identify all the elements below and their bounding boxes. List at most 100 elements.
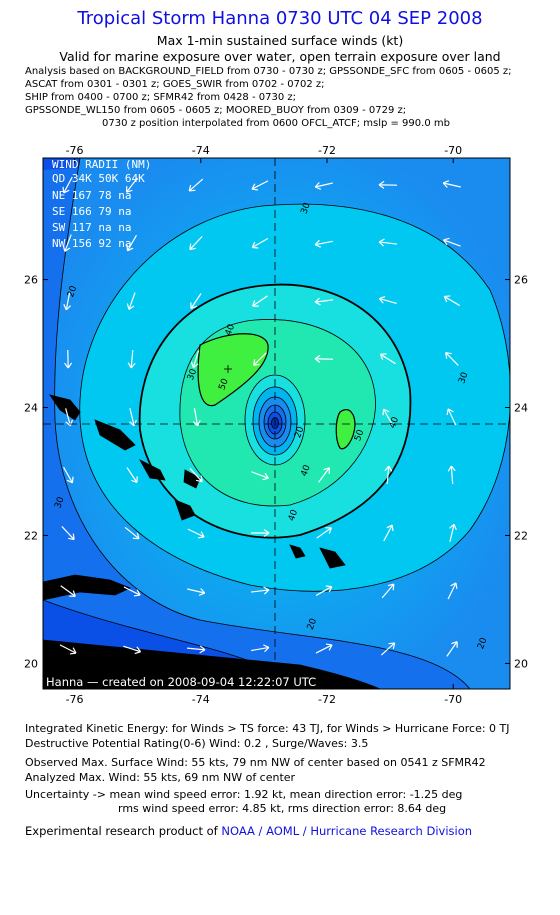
wind-arrow-head [263, 586, 270, 591]
wind-arrow-shaft [381, 583, 395, 599]
chart-subtitle: Max 1-min sustained surface winds (kt) [156, 33, 404, 48]
cuba-east [43, 574, 132, 601]
wind-arrow-head [130, 362, 136, 369]
wind-arrow-head [136, 532, 140, 539]
wind-arrow-head [264, 472, 269, 479]
wind-arrow-head [197, 420, 201, 427]
y-tick-label-left: 22 [24, 529, 38, 542]
contour-label: 30 [300, 201, 313, 215]
wind-vectors [59, 176, 461, 657]
wind-arrow-head [388, 642, 395, 645]
wind-arrow-head [328, 527, 332, 534]
validity-note: Valid for marine exposure over water, op… [59, 49, 501, 64]
wind-arrow-shaft [253, 352, 267, 366]
uncertainty-line-2: rms wind speed error: 4.85 kt, rms direc… [118, 802, 447, 815]
landmasses [43, 394, 381, 689]
wind-arrow-head [446, 408, 449, 415]
wind-arrow-head [199, 649, 206, 654]
wind-arrow-head [200, 588, 206, 594]
wind-arrow-shaft [251, 646, 269, 652]
max-wind-marker [224, 365, 232, 373]
wind-arrow-head [314, 297, 321, 303]
wind-arrow-head [384, 465, 390, 472]
wind-arrow-shaft [123, 586, 141, 596]
wind-arrow-head [126, 189, 133, 193]
wind-arrow-shaft [187, 588, 205, 594]
wind-arrow-shaft [443, 182, 461, 188]
x-tick-label-top: -72 [318, 144, 336, 157]
wind-arrow-head [189, 243, 192, 250]
wind-arrow-shaft [129, 408, 135, 426]
analysis-line-2: ASCAT from 0301 - 0301 z; GOES_SWIR from… [25, 79, 325, 90]
wind-arrow-head [251, 183, 256, 190]
wind-arrow-head [325, 643, 333, 646]
analysis-line-1: Analysis based on BACKGROUND_FIELD from … [25, 66, 512, 77]
wind-arrow-shaft [380, 353, 396, 365]
wind-arrow-head [127, 362, 132, 369]
wind-arrow-head [264, 647, 270, 653]
wind-arrow-shaft [443, 239, 461, 247]
wind-arrow-shaft [190, 293, 202, 309]
wind-arrow-head [64, 247, 71, 252]
analysis-line-4: GPSSONDE_WL150 from 0605 - 0605 z; MOORE… [25, 105, 407, 116]
wind-arrow-head [133, 594, 141, 597]
wind-arrow-shaft [126, 467, 138, 483]
wind-arrow-head [200, 475, 203, 482]
contour-lines [43, 158, 510, 689]
contour-label: 50 [353, 428, 366, 442]
wind-arrow-head [263, 532, 270, 538]
wind-arrow-head [189, 247, 196, 251]
wind-arrow-head [62, 186, 65, 194]
wind-arrow-shaft [59, 644, 77, 654]
y-tick-label-right: 22 [514, 529, 528, 542]
x-tick-label-bottom: -74 [192, 693, 210, 706]
wind-arrow-shaft [316, 527, 332, 539]
wind-arrow-shaft [315, 644, 333, 654]
wind-arrow-shaft [65, 408, 71, 426]
wind-arrow-shaft [383, 408, 393, 426]
contour-labels: 30 20 40 30 50 30 40 50 20 40 30 40 20 20 [53, 201, 489, 650]
bahamas-1 [49, 394, 81, 421]
wind-arrow-shaft [61, 526, 75, 540]
bahamas-4 [183, 469, 201, 489]
wind-arrow-head [65, 305, 72, 311]
wind-arrow-head [69, 419, 73, 426]
wind-arrow-shaft [315, 586, 333, 596]
wind-arrow-head [127, 247, 134, 252]
wind-arrow-head [443, 237, 450, 241]
wind-arrow-head [71, 476, 74, 483]
plot-area: 30 20 40 30 50 30 40 50 20 40 30 40 20 20 [43, 158, 510, 689]
ike-line: Integrated Kinetic Energy: for Winds > T… [25, 722, 510, 735]
organization-link[interactable]: NOAA / AOML / Hurricane Research Divisio… [221, 824, 473, 838]
wind-arrow-shaft [445, 352, 459, 366]
wind-arrow-head [378, 241, 385, 247]
wind-arrow-shaft [126, 234, 138, 252]
wind-arrow-shaft [378, 241, 398, 245]
turks-caicos [289, 544, 306, 559]
wind-arrow-shaft [449, 524, 455, 542]
wind-arrow-head [134, 651, 141, 655]
wind-arrow-head [65, 421, 71, 427]
wind-arrow-shaft [189, 467, 203, 483]
wind-arrow-head [447, 408, 454, 413]
contour-20-outer [54, 158, 471, 689]
analysis-line-3: SHIP from 0400 - 0700 z; SFMR42 from 042… [25, 92, 297, 103]
contour-label: 30 [186, 367, 199, 381]
wind-arrow-head [69, 652, 77, 655]
wind-arrow-head [63, 189, 70, 194]
wind-arrow-head [72, 647, 77, 654]
contour-45 [179, 319, 376, 507]
plot-frame [42, 157, 511, 690]
x-tick-label-bottom: -70 [444, 693, 462, 706]
wind-arrow-head [63, 304, 67, 311]
contour-label: 20 [306, 617, 319, 631]
y-tick-label-left: 26 [24, 274, 38, 287]
wind-arrow-head [443, 296, 448, 303]
x-tick-label-bottom: -72 [318, 693, 336, 706]
wind-arrow-head [378, 238, 385, 243]
uncertainty-line-1: Uncertainty -> mean wind speed error: 1.… [25, 788, 463, 801]
wind-arrow-shaft [187, 528, 205, 538]
y-tick-label-left: 24 [24, 402, 38, 415]
wind-arrow-shaft [250, 589, 270, 593]
wind-arrow-shaft [193, 408, 199, 426]
